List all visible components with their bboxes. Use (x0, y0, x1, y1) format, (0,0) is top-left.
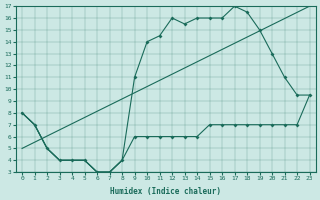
X-axis label: Humidex (Indice chaleur): Humidex (Indice chaleur) (110, 187, 221, 196)
